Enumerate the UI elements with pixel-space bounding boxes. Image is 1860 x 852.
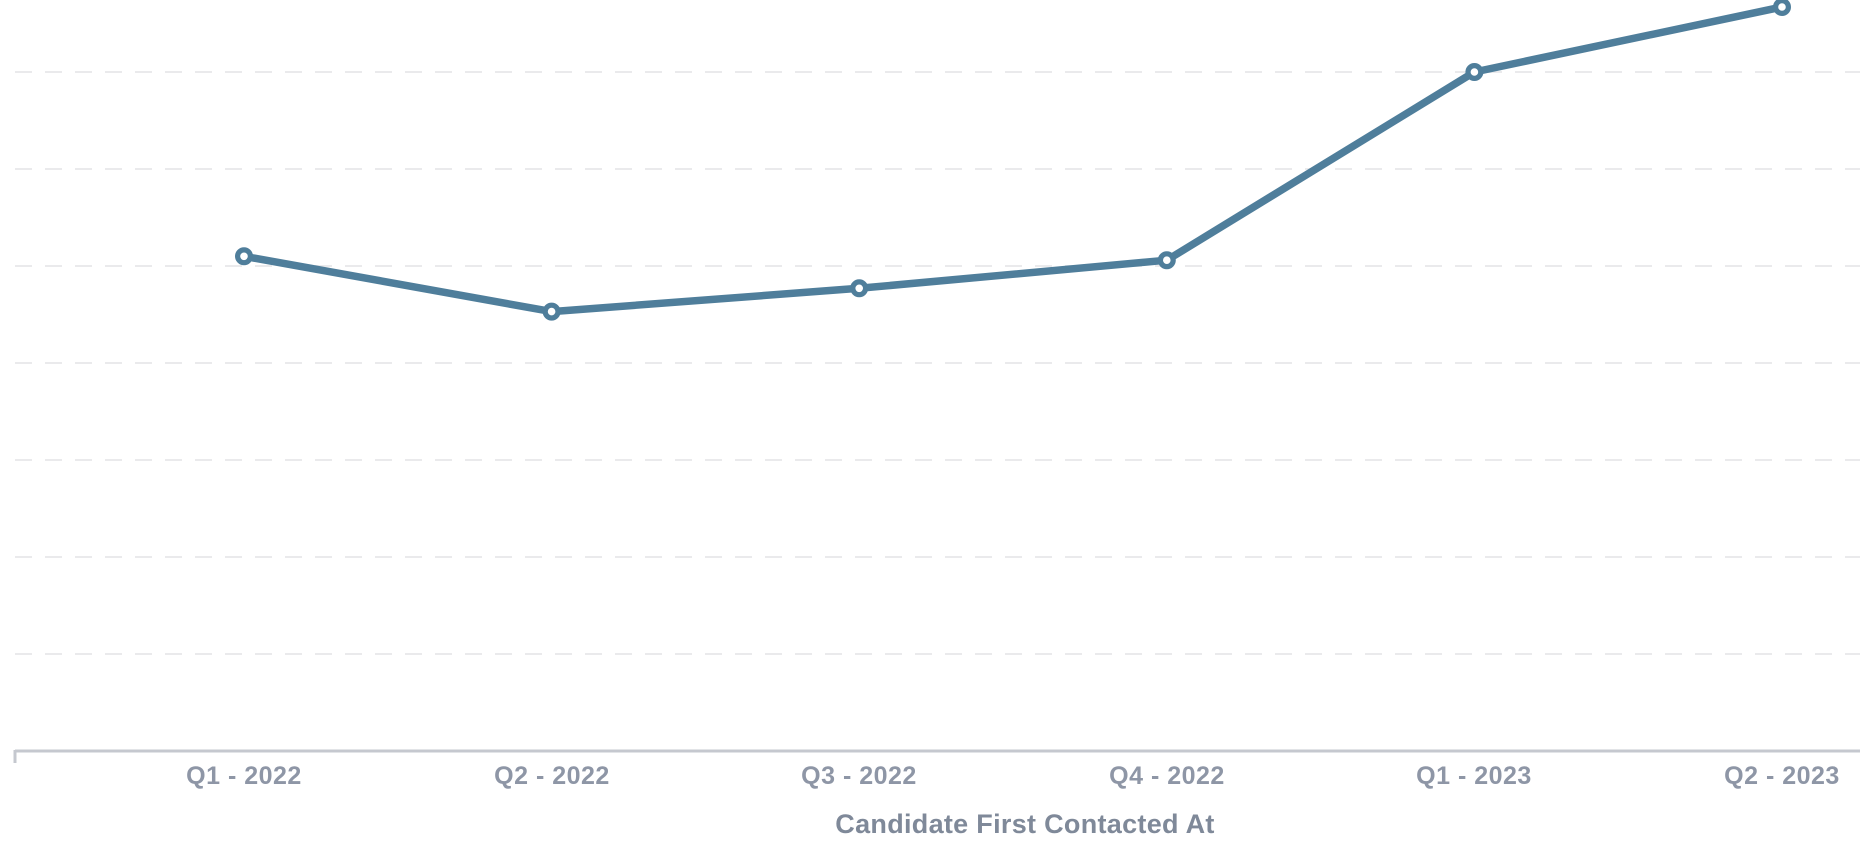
x-axis-title: Candidate First Contacted At (835, 809, 1215, 839)
series-line (240, 3, 1786, 316)
x-tick-label-q1-2022: Q1 - 2022 (186, 762, 302, 790)
x-tick-label-q2-2022: Q2 - 2022 (494, 762, 610, 790)
data-point-marker[interactable] (1157, 251, 1176, 270)
x-tick-label-q2-2023: Q2 - 2023 (1724, 762, 1840, 790)
data-point-marker[interactable] (542, 302, 561, 321)
x-tick-label-q1-2023: Q1 - 2023 (1416, 762, 1532, 790)
data-point-marker[interactable] (1465, 62, 1484, 81)
data-point-marker[interactable] (1773, 0, 1791, 16)
x-tick-label-q4-2022: Q4 - 2022 (1109, 762, 1225, 790)
data-point-marker[interactable] (850, 279, 869, 298)
data-point-marker[interactable] (235, 247, 254, 266)
x-tick-label-q3-2022: Q3 - 2022 (801, 762, 917, 790)
